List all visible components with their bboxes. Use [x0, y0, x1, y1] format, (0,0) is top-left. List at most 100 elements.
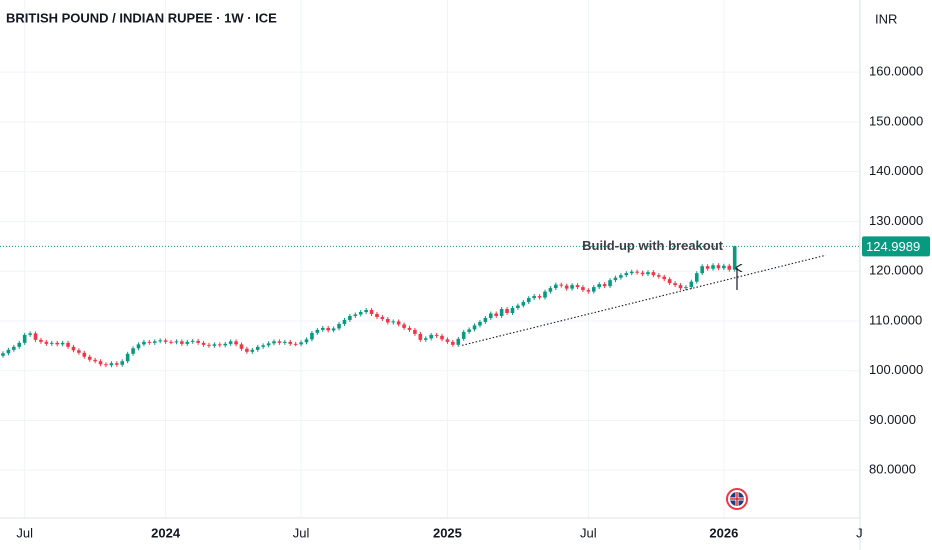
- candle-body: [548, 288, 553, 292]
- candle-body: [597, 284, 601, 288]
- candle-body: [678, 285, 683, 289]
- candle-body: [418, 333, 423, 340]
- candle-body: [109, 363, 114, 366]
- annotation: Build-up with breakout: [582, 238, 723, 253]
- candle-body: [591, 287, 596, 292]
- currency-label: INR: [875, 11, 897, 26]
- candle-body: [49, 342, 54, 344]
- candle-body: [423, 338, 428, 340]
- candle-body: [131, 348, 135, 354]
- candle-body: [60, 342, 65, 345]
- candle-body: [602, 284, 607, 287]
- candle-body: [532, 296, 536, 299]
- candle-body: [1, 353, 5, 356]
- candle-body: [537, 296, 542, 298]
- candle-body: [483, 317, 488, 322]
- flag-icon: [726, 488, 748, 510]
- candle-body: [304, 339, 309, 343]
- candle-body: [461, 331, 466, 339]
- candle-body: [445, 339, 450, 342]
- candle-body: [564, 285, 569, 289]
- candle-body: [201, 342, 206, 345]
- candle-body: [87, 356, 92, 360]
- x-tick-label: 2026: [709, 525, 738, 540]
- candle-body: [689, 281, 694, 288]
- candle-body: [337, 323, 341, 329]
- candle-body: [120, 361, 125, 365]
- candle-body: [245, 348, 249, 352]
- candle-body: [239, 344, 244, 349]
- candle-body: [407, 327, 412, 330]
- candle-body: [624, 273, 629, 276]
- candle-body: [380, 316, 385, 319]
- candle-body: [98, 361, 103, 365]
- candle-body: [391, 321, 396, 323]
- candle-body: [272, 341, 276, 344]
- candle-body: [727, 265, 732, 270]
- y-tick-label: 120.0000: [869, 263, 923, 278]
- candle-body: [472, 325, 477, 330]
- candle-body: [662, 276, 667, 280]
- candle-body: [581, 287, 585, 291]
- candle-body: [190, 340, 195, 342]
- candle-body: [147, 341, 152, 343]
- candle-body: [434, 334, 439, 336]
- candle-body: [402, 324, 406, 328]
- candle-body: [310, 332, 314, 340]
- y-tick-label: 80.0000: [869, 462, 916, 477]
- candle-body: [575, 285, 580, 288]
- candle-body: [732, 246, 737, 270]
- candle-body: [185, 341, 190, 344]
- candle-body: [104, 364, 108, 366]
- candle-body: [711, 265, 715, 269]
- candle-body: [657, 275, 661, 277]
- candle-body: [629, 271, 634, 274]
- candle-body: [559, 284, 564, 286]
- candle-body: [136, 344, 141, 349]
- grid: [0, 0, 860, 518]
- candle-body: [196, 340, 200, 343]
- last-price-tag: [862, 236, 930, 257]
- candle-body: [142, 341, 146, 345]
- candle-body: [510, 308, 515, 313]
- candle-body: [429, 334, 433, 339]
- y-tick-label: 90.0000: [869, 412, 916, 427]
- candle-body: [331, 328, 336, 331]
- candle-body: [358, 311, 363, 315]
- candle-body: [543, 291, 547, 298]
- candle-body: [158, 340, 162, 342]
- candle-body: [234, 341, 238, 345]
- y-tick-label: 100.0000: [869, 362, 923, 377]
- candle-body: [342, 319, 347, 324]
- candle-body: [39, 339, 43, 342]
- y-tick-label: 140.0000: [869, 163, 923, 178]
- candle-body: [516, 305, 520, 309]
- candle-body: [93, 359, 97, 362]
- candle-body: [489, 313, 493, 318]
- candle-body: [77, 350, 81, 353]
- candle-body: [619, 275, 623, 278]
- candle-body: [33, 333, 38, 340]
- candle-body: [115, 363, 119, 365]
- candle-body: [17, 342, 22, 347]
- candle-body: [375, 313, 379, 317]
- candle-body: [255, 346, 260, 350]
- candle-body: [44, 341, 49, 344]
- candle-body: [716, 265, 721, 269]
- candle-body: [451, 341, 455, 345]
- x-tick-label: Jul: [580, 525, 597, 540]
- trendline: [461, 254, 826, 346]
- candle-body: [293, 343, 298, 345]
- candle-body: [705, 266, 710, 269]
- candle-body: [499, 309, 504, 316]
- last-price-label: 124.9989: [866, 239, 920, 254]
- candle-body: [207, 344, 211, 346]
- candle-body: [163, 340, 168, 342]
- candle-body: [320, 327, 325, 330]
- y-tick-label: 150.0000: [869, 113, 923, 128]
- candle-body: [478, 321, 482, 326]
- candle-body: [586, 290, 591, 292]
